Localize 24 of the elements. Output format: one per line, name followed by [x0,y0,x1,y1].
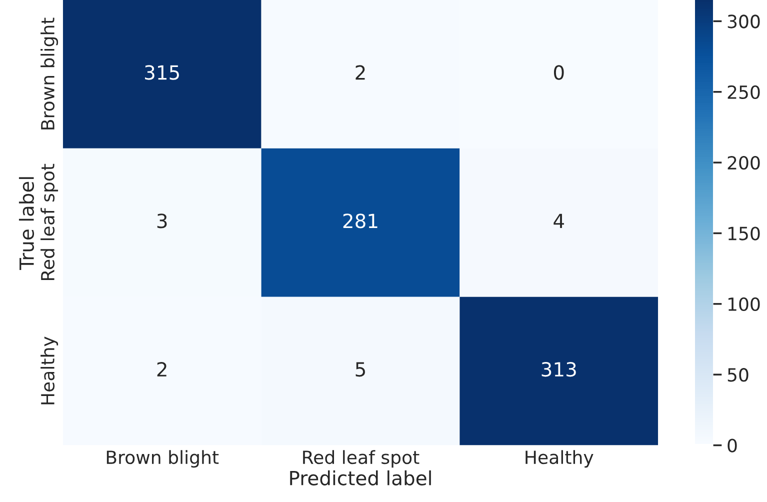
y-tick-label: Healthy [40,336,58,404]
x-tick-label: Healthy [526,450,594,468]
data-label: 2 [356,65,365,80]
x-tick-label: Red leaf spot [303,450,420,468]
y-tick-label: Red leaf spot [40,164,58,280]
color-bar-label: 50 [728,368,748,382]
x-tick-label: Brown blight [106,450,219,468]
color-bar-label: 300 [728,14,760,28]
data-label: 3 [157,214,167,228]
y-tick-label: Brown blight [40,18,58,130]
data-label: 281 [343,214,378,228]
y-axis-title: True label [18,177,34,270]
data-label: 0 [554,65,564,80]
color-bar-label: 100 [728,297,760,312]
color-bar-label: 200 [728,156,760,170]
x-axis-title: Predicted label [290,470,431,486]
color-bar-label: 250 [728,85,760,99]
data-label: 315 [145,65,179,80]
color-bar-label: 150 [728,226,760,240]
color-bar-label: 0 [728,438,737,452]
data-label: 4 [554,214,564,228]
data-label: 313 [542,362,576,377]
data-label: 5 [356,362,365,377]
data-label: 2 [157,362,166,376]
